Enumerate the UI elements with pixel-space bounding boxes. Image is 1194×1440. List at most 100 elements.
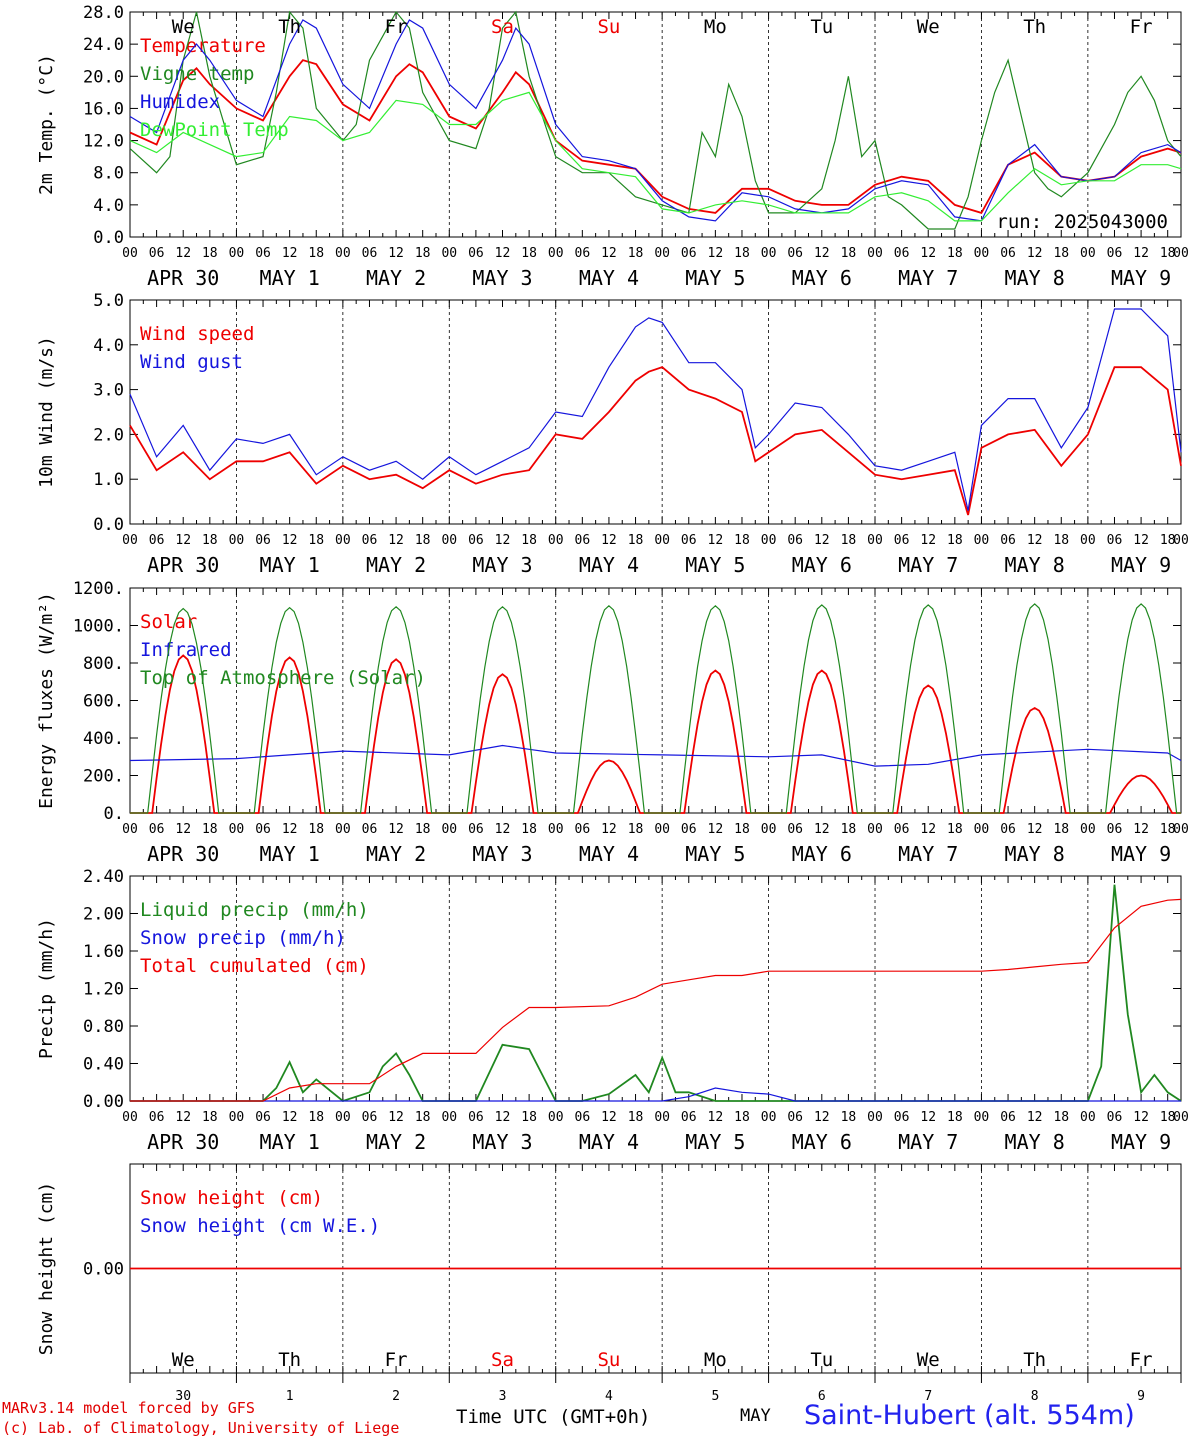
hour-label: 18 bbox=[308, 1110, 324, 1125]
legend-entry: DewPoint Temp bbox=[140, 119, 289, 141]
legend-entry: Wind gust bbox=[140, 351, 243, 373]
y-tick-label: 20.0 bbox=[83, 67, 124, 87]
legend-entry: Humidex bbox=[140, 91, 220, 113]
hour-label: 06 bbox=[1000, 1110, 1016, 1125]
hour-label: 12 bbox=[814, 822, 830, 837]
weekday-label: Th bbox=[1023, 1349, 1046, 1371]
date-label: MAY 3 bbox=[472, 842, 532, 866]
date-label: MAY 3 bbox=[472, 1130, 532, 1154]
weekday-label: We bbox=[917, 1349, 940, 1371]
date-label: MAY 4 bbox=[579, 1130, 639, 1154]
hour-label: 00 bbox=[654, 1110, 670, 1125]
series-line-snow-precip-mm-h- bbox=[130, 1087, 1181, 1102]
hour-label: 18 bbox=[1160, 822, 1176, 837]
hour-label: 06 bbox=[787, 1110, 803, 1125]
hour-label: 06 bbox=[681, 822, 697, 837]
y-axis-title: 2m Temp. (°C) bbox=[36, 54, 57, 195]
hour-label: 06 bbox=[681, 533, 697, 548]
legend-entry: Vigne temp bbox=[140, 63, 254, 85]
series-line-humidex bbox=[129, 19, 1182, 222]
hour-label: 00 bbox=[761, 1110, 777, 1125]
weekday-label: Mo bbox=[704, 1349, 727, 1371]
series-line-temperature bbox=[129, 59, 1182, 214]
hour-label: 12 bbox=[388, 533, 404, 548]
series-line-wind-gust bbox=[129, 308, 1182, 511]
day-number: 8 bbox=[1031, 1389, 1039, 1404]
weekday-label: Sa bbox=[491, 16, 514, 38]
hour-label: 06 bbox=[149, 1110, 165, 1125]
hour-label: 00 bbox=[654, 822, 670, 837]
legend-entry: Liquid precip (mm/h) bbox=[140, 899, 369, 921]
legend-entry: Wind speed bbox=[140, 323, 254, 345]
hour-label: 00 bbox=[122, 246, 138, 261]
weekday-label: Fr bbox=[385, 16, 408, 38]
hour-label: 06 bbox=[149, 533, 165, 548]
hour-label: 18 bbox=[415, 1110, 431, 1125]
date-label: MAY 2 bbox=[366, 842, 426, 866]
panel-frame bbox=[129, 11, 1182, 238]
hour-label: 06 bbox=[575, 246, 591, 261]
hour-label: 00 bbox=[548, 1110, 564, 1125]
y-axis-title: Precip (mm/h) bbox=[36, 918, 57, 1059]
date-label: MAY 9 bbox=[1111, 1130, 1171, 1154]
date-label: APR 30 bbox=[147, 266, 219, 290]
month-label: MAY bbox=[740, 1406, 771, 1426]
hour-label: 12 bbox=[388, 1110, 404, 1125]
hour-label: 12 bbox=[495, 533, 511, 548]
hour-label: 18 bbox=[841, 1110, 857, 1125]
day-number: 2 bbox=[392, 1389, 400, 1404]
hour-label: 06 bbox=[894, 822, 910, 837]
hour-label: 18 bbox=[734, 822, 750, 837]
day-number: 30 bbox=[175, 1389, 191, 1404]
hour-label: 06 bbox=[787, 533, 803, 548]
legend-entry: Total cumulated (cm) bbox=[140, 955, 369, 977]
hour-label: 18 bbox=[734, 246, 750, 261]
date-label: MAY 6 bbox=[792, 553, 852, 577]
hour-label: 00 bbox=[761, 533, 777, 548]
weekday-label: Fr bbox=[1130, 1349, 1153, 1371]
hour-label: 00 bbox=[761, 822, 777, 837]
date-label: MAY 1 bbox=[260, 266, 320, 290]
hour-label: 18 bbox=[521, 533, 537, 548]
hour-label: 12 bbox=[814, 533, 830, 548]
hour-label: 06 bbox=[575, 822, 591, 837]
hour-label: 18 bbox=[841, 822, 857, 837]
legend-entry: Solar bbox=[140, 611, 197, 633]
hour-label: 06 bbox=[894, 1110, 910, 1125]
hour-label: 00 bbox=[548, 246, 564, 261]
date-label: MAY 3 bbox=[472, 553, 532, 577]
hour-label: 12 bbox=[814, 1110, 830, 1125]
date-label: MAY 2 bbox=[366, 1130, 426, 1154]
hour-label: 12 bbox=[1133, 246, 1149, 261]
hour-label: 18 bbox=[415, 533, 431, 548]
day-number: 4 bbox=[605, 1389, 613, 1404]
hour-label: 18 bbox=[521, 246, 537, 261]
hour-label: 18 bbox=[1053, 533, 1069, 548]
date-label: MAY 7 bbox=[898, 1130, 958, 1154]
hour-label: 06 bbox=[468, 822, 484, 837]
y-tick-label: 2.0 bbox=[93, 425, 124, 445]
y-tick-label: 5.0 bbox=[93, 291, 124, 311]
y-tick-label: 0.00 bbox=[83, 1260, 124, 1280]
hour-label: 18 bbox=[1053, 822, 1069, 837]
hour-label: 12 bbox=[708, 246, 724, 261]
y-tick-label: 1000. bbox=[73, 617, 124, 637]
hour-label: 00 bbox=[1080, 533, 1096, 548]
weekday-label: Tu bbox=[810, 1349, 833, 1371]
y-tick-label: 600. bbox=[83, 692, 124, 712]
date-label: APR 30 bbox=[147, 1130, 219, 1154]
weekday-label: We bbox=[172, 1349, 195, 1371]
y-tick-label: 800. bbox=[83, 654, 124, 674]
hour-label: 00 bbox=[229, 822, 245, 837]
weekday-label: We bbox=[172, 16, 195, 38]
hour-label: 12 bbox=[388, 246, 404, 261]
hour-label: 06 bbox=[894, 246, 910, 261]
date-label: MAY 4 bbox=[579, 266, 639, 290]
hour-label: 12 bbox=[920, 246, 936, 261]
model-credit: MARv3.14 model forced by GFS bbox=[2, 1399, 255, 1417]
hour-label: 12 bbox=[920, 822, 936, 837]
hour-label: 06 bbox=[255, 1110, 271, 1125]
y-tick-label: 400. bbox=[83, 729, 124, 749]
hour-label: 00 bbox=[867, 246, 883, 261]
hour-label: 18 bbox=[415, 246, 431, 261]
